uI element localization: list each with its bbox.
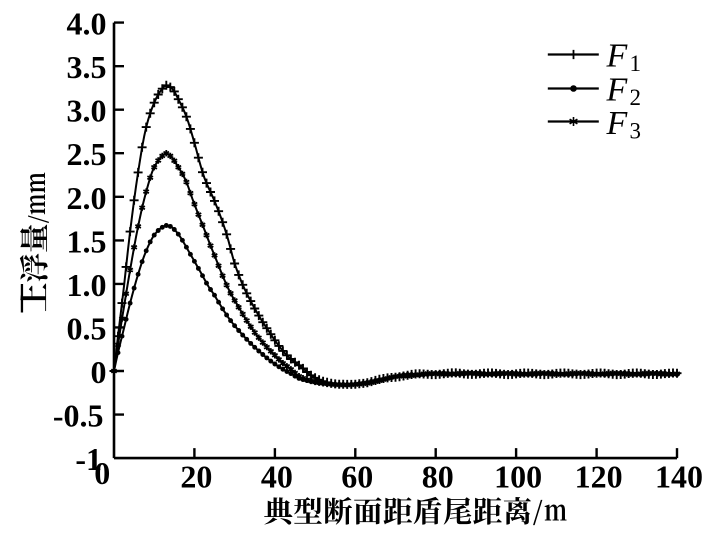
svg-text:1: 1 bbox=[630, 51, 642, 76]
svg-text:0: 0 bbox=[91, 354, 107, 390]
svg-text:F: F bbox=[606, 38, 629, 75]
svg-text:60: 60 bbox=[341, 459, 373, 495]
svg-text:3: 3 bbox=[630, 119, 642, 144]
svg-text:20: 20 bbox=[180, 459, 212, 495]
svg-text:4.0: 4.0 bbox=[67, 6, 107, 42]
svg-text:100: 100 bbox=[494, 459, 542, 495]
svg-text:2: 2 bbox=[630, 85, 642, 110]
svg-text:1.0: 1.0 bbox=[67, 267, 107, 303]
svg-text:2.0: 2.0 bbox=[67, 180, 107, 216]
svg-text:0.5: 0.5 bbox=[67, 310, 107, 346]
svg-text:3.5: 3.5 bbox=[67, 49, 107, 85]
svg-text:3.0: 3.0 bbox=[67, 93, 107, 129]
svg-text:-0.5: -0.5 bbox=[53, 398, 104, 434]
svg-text:F: F bbox=[606, 105, 629, 142]
svg-text:1.5: 1.5 bbox=[67, 223, 107, 259]
svg-text:F: F bbox=[606, 71, 629, 108]
svg-text:0: 0 bbox=[94, 455, 110, 491]
svg-text:40: 40 bbox=[261, 459, 293, 495]
svg-text:120: 120 bbox=[575, 459, 623, 495]
svg-text:140: 140 bbox=[655, 459, 703, 495]
svg-text:80: 80 bbox=[422, 459, 454, 495]
svg-text:-1: -1 bbox=[75, 441, 102, 477]
svg-text:2.5: 2.5 bbox=[67, 136, 107, 172]
